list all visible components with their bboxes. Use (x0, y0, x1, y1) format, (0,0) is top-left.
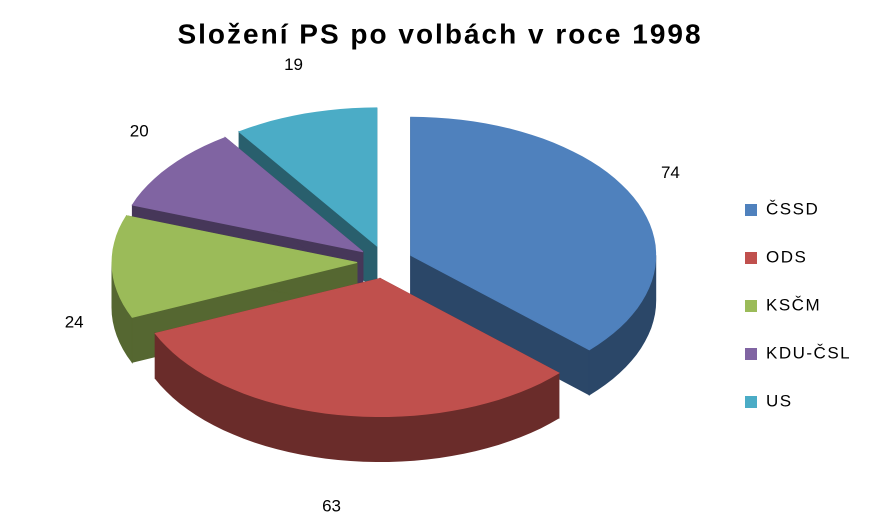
slice (154, 277, 560, 417)
slice (238, 107, 378, 247)
legend-swatch (745, 252, 757, 264)
legend-swatch (745, 348, 757, 360)
legend-label: ODS (766, 247, 807, 266)
data-label: 74 (661, 163, 680, 182)
legend-label: US (766, 391, 793, 410)
legend-label: KSČM (766, 295, 821, 314)
data-label: 63 (322, 496, 341, 515)
chart-title: Složení PS po volbách v roce 1998 (177, 18, 702, 49)
legend-label: ČSSD (766, 199, 819, 218)
legend-swatch (745, 300, 757, 312)
data-label: 19 (284, 55, 303, 74)
slice (131, 137, 364, 253)
slice (410, 116, 657, 351)
data-label: 20 (130, 121, 149, 140)
legend-swatch (745, 204, 757, 216)
data-label: 24 (65, 313, 84, 332)
pie: 74 63 24 20 19 (65, 55, 680, 515)
legend: ČSSD ODS KSČM KDU-ČSL US (745, 199, 851, 410)
legend-label: KDU-ČSL (766, 343, 851, 362)
slice (111, 215, 358, 318)
legend-swatch (745, 396, 757, 408)
